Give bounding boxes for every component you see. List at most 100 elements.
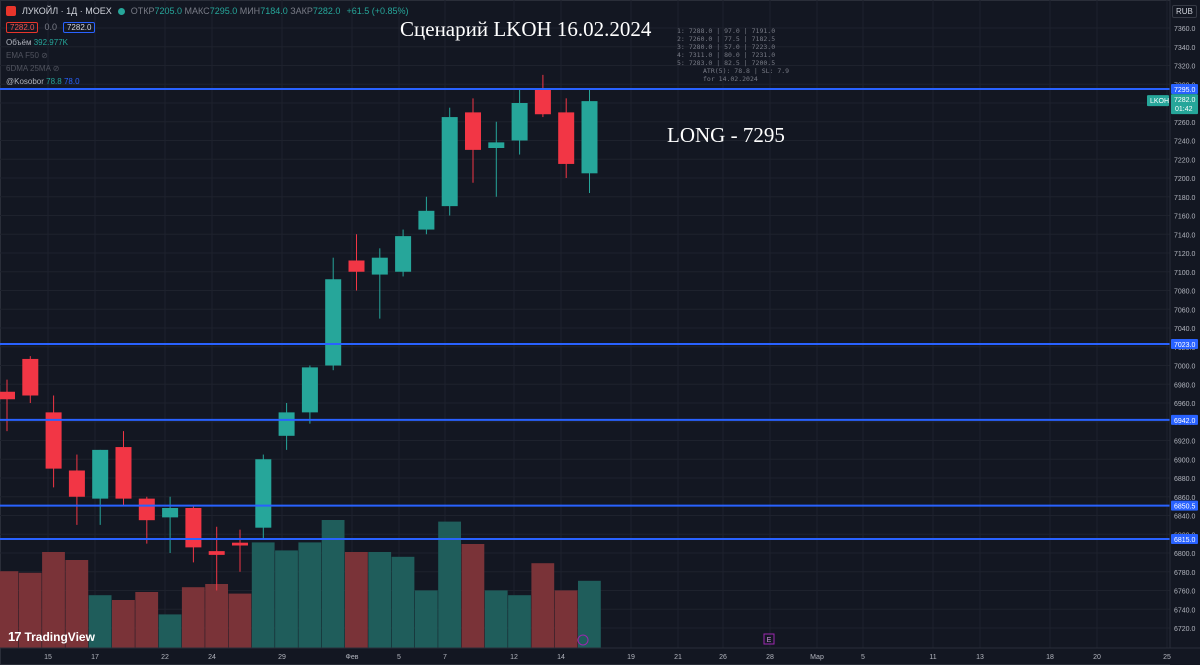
long-annotation: LONG - 7295	[667, 123, 785, 147]
price-tick-label: 7360.0	[1174, 26, 1196, 33]
time-tick-label: Мар	[810, 654, 824, 661]
sma-label: 6DMA 25MA	[6, 64, 51, 73]
volume-bar	[554, 590, 578, 648]
time-tick-label: 28	[766, 654, 774, 661]
price-tick-label: 7340.0	[1174, 45, 1196, 52]
time-tick-label: 12	[510, 654, 518, 661]
price-tick-label: 6900.0	[1174, 457, 1196, 464]
info-table-row: 1: 7288.0 | 97.0 | 7191.0	[677, 27, 789, 35]
trade-buttons: 7282.0 0.0 7282.0	[6, 22, 96, 33]
info-table-row: 3: 7280.0 | 57.0 | 7223.0	[677, 43, 789, 51]
candle-body	[371, 257, 388, 275]
price-tick-label: 6980.0	[1174, 382, 1196, 389]
tradingview-wordmark: TradingView	[24, 629, 95, 644]
time-tick-label: 26	[719, 654, 727, 661]
buy-button[interactable]: 7282.0	[62, 22, 96, 33]
volume-bar	[42, 552, 65, 648]
volume-bar	[508, 595, 531, 648]
volume-bar	[112, 600, 135, 648]
kosobor-indicator-legend[interactable]: @Kosobor 78.8 78.0	[6, 77, 80, 86]
price-tick-label: 6920.0	[1174, 439, 1196, 446]
price-tick-label: 7120.0	[1174, 251, 1196, 258]
info-table-cell: 7288.0 |	[688, 27, 721, 35]
earnings-event-icon	[763, 633, 775, 645]
candle-body	[581, 101, 598, 174]
tradingview-icon: 17	[8, 629, 22, 644]
volume-bar	[181, 587, 205, 648]
ohlc-key: МИН	[239, 6, 261, 16]
sell-button[interactable]: 7282.0	[6, 22, 39, 33]
time-tick-label: 19	[627, 654, 635, 661]
volume-bar	[578, 580, 601, 648]
price-tick-label: 7200.0	[1174, 176, 1196, 183]
ohlc-value: 7205.0	[154, 6, 185, 16]
symbol-tag	[1147, 95, 1169, 107]
ohlc-key: ЗАКР	[290, 6, 313, 16]
candle-body	[138, 498, 155, 521]
info-table-cell: 7191.0	[751, 27, 776, 35]
eye-off-icon[interactable]: ⊘	[41, 51, 48, 60]
price-tick-label: 7040.0	[1174, 326, 1196, 333]
time-tick-label: Фев	[346, 654, 359, 661]
symbol-title[interactable]: ЛУКОЙЛ · 1Д · MOEX	[22, 6, 112, 16]
info-table-cell: 1:	[677, 27, 685, 35]
candle-body	[395, 236, 412, 272]
volume-bar	[65, 560, 89, 648]
info-table-cell: 77.5 |	[724, 35, 748, 43]
candle-body	[0, 391, 15, 400]
candle-body	[92, 449, 109, 499]
price-tick-label: 7260.0	[1174, 120, 1196, 127]
atr-info-table: 1: 7288.0 | 97.0 | 7191.0 2: 7260.0 | 77.5 | 71…	[677, 27, 789, 83]
ohlc-key: МАКС	[184, 6, 210, 16]
level-price-label: 6942.0	[1174, 418, 1196, 425]
earnings-event-letter: E	[767, 637, 772, 644]
candle-body	[325, 279, 342, 366]
price-tick-label: 7000.0	[1174, 364, 1196, 371]
info-table-cell: 2:	[677, 35, 685, 43]
indicator-name: @Kosobor	[6, 77, 44, 86]
price-tick-label: 7320.0	[1174, 64, 1196, 71]
info-table-cell: 7231.0	[751, 51, 776, 59]
price-tick-label: 7180.0	[1174, 195, 1196, 202]
info-table-row: 5: 7283.0 | 82.5 | 7200.5	[677, 59, 789, 67]
lukoil-logo-icon	[6, 6, 16, 16]
countdown-label: 01:42	[1175, 106, 1193, 113]
symbol-legend: ЛУКОЙЛ · 1Д · MOEX ОТКР7205.0 МАКС7295.0…	[6, 6, 408, 16]
info-table-cell: 7223.0	[751, 43, 776, 51]
time-tick-label: 17	[91, 654, 99, 661]
time-tick-label: 14	[557, 654, 565, 661]
time-tick-label: 15	[44, 654, 52, 661]
currency-button[interactable]: RUB	[1172, 5, 1197, 18]
ema-indicator-legend[interactable]: EMA F50 ⊘	[6, 51, 48, 60]
candle-body	[45, 412, 62, 469]
ema-label: EMA F50	[6, 51, 39, 60]
info-table-cell: 5:	[677, 59, 685, 67]
volume-bar	[438, 521, 461, 648]
volume-bar	[368, 552, 392, 648]
candle-body	[511, 103, 528, 141]
spread-value: 0.0	[44, 22, 57, 32]
price-tick-label: 6840.0	[1174, 514, 1196, 521]
price-tick-label: 6760.0	[1174, 589, 1196, 596]
info-table-cell: 7200.5	[751, 59, 776, 67]
volume-bar	[228, 593, 252, 648]
time-tick-label: 18	[1046, 654, 1054, 661]
time-tick-label: 11	[929, 654, 936, 661]
indicator-value-1: 78.8	[46, 77, 62, 86]
price-tick-label: 7100.0	[1174, 270, 1196, 277]
price-tick-label: 7160.0	[1174, 214, 1196, 221]
time-tick-label: 24	[208, 654, 216, 661]
price-tick-label: 6860.0	[1174, 495, 1196, 502]
volume-indicator-legend[interactable]: Объём 392.977K	[6, 38, 68, 47]
symbol-tag-label: LKOH	[1150, 98, 1169, 105]
time-tick-label: 7	[443, 654, 447, 661]
sma-indicator-legend[interactable]: 6DMA 25MA ⊘	[6, 64, 59, 73]
price-tick-label: 6880.0	[1174, 476, 1196, 483]
eye-off-icon[interactable]: ⊘	[52, 64, 60, 73]
volume-bar	[88, 595, 112, 648]
time-tick-label: 13	[976, 654, 984, 661]
candle-body	[488, 142, 505, 148]
level-price-label: 7295.0	[1174, 87, 1196, 94]
info-table-cell: 7311.0 |	[688, 51, 721, 59]
